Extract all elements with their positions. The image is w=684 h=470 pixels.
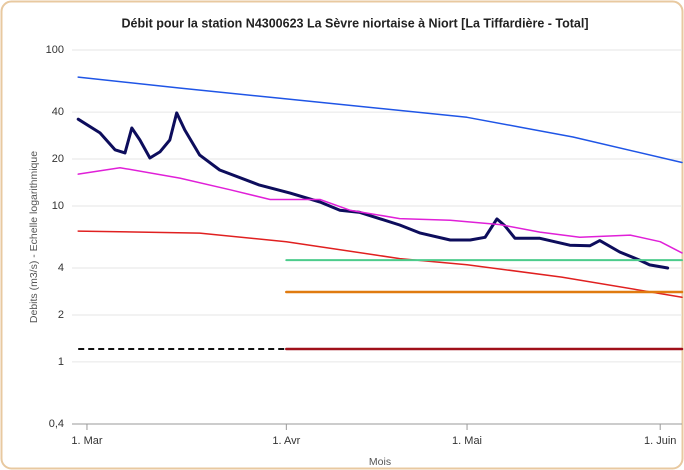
y-tick-label: 100	[46, 44, 64, 56]
y-tick-label: 1	[58, 356, 64, 368]
y-tick-label: 0,4	[49, 418, 64, 430]
y-tick-label: 4	[58, 262, 64, 274]
x-tick-label: 1. Mai	[452, 435, 482, 447]
y-tick-label: 10	[52, 200, 64, 212]
y-tick-label: 2	[58, 309, 64, 321]
series-line	[77, 166, 683, 254]
x-tick-label: 1. Avr	[272, 435, 300, 447]
chart-title: Débit pour la station N4300623 La Sèvre …	[121, 16, 588, 30]
y-axis-label: Debits (m3/s) - Echelle logarithmique	[28, 151, 40, 323]
x-tick-label: 1. Mar	[71, 435, 103, 447]
x-axis-label: Mois	[369, 456, 391, 468]
y-tick-label: 20	[52, 153, 64, 165]
series-line	[77, 76, 683, 164]
series-line	[77, 230, 683, 298]
x-tick-label: 1. Juin	[644, 435, 676, 447]
series-line	[76, 111, 670, 270]
y-tick-label: 40	[52, 106, 64, 118]
